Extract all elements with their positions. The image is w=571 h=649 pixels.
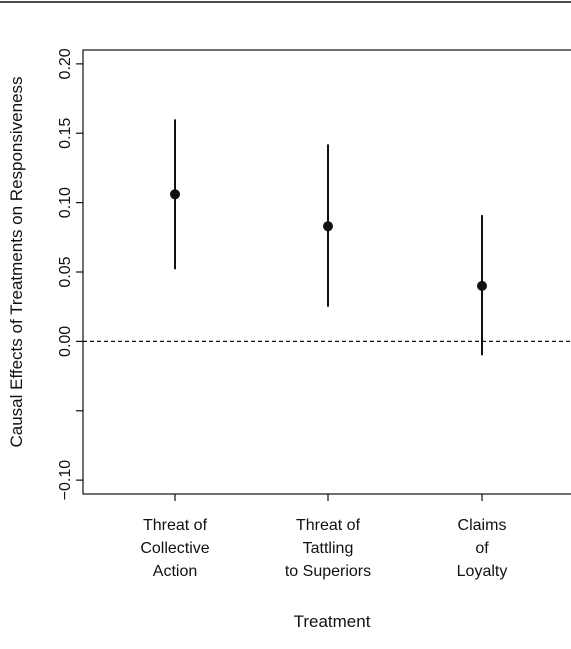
y-tick-label: 0.00: [57, 326, 74, 357]
x-axis: Threat of Collective Action Threat of Tattli…: [140, 494, 507, 580]
y-axis: −0.10 0.00 0.05 0.10 0.15 0.20: [57, 48, 83, 500]
x-tick-label: Collective: [140, 540, 209, 557]
x-tick-label: of: [475, 540, 489, 557]
x-tick-label: Loyalty: [457, 563, 508, 580]
y-tick-label: 0.10: [57, 187, 74, 218]
x-tick-label: Claims: [458, 517, 507, 534]
point-estimate: [323, 221, 333, 232]
y-tick-label: 0.15: [57, 118, 74, 149]
y-tick-label: −0.10: [57, 460, 74, 501]
point-estimate: [477, 280, 487, 291]
y-tick-label: 0.20: [57, 48, 74, 79]
x-tick-label: Action: [153, 563, 197, 580]
x-tick-label: Threat of: [296, 517, 361, 534]
x-tick-label: Threat of: [143, 517, 208, 534]
x-axis-title: Treatment: [294, 612, 371, 631]
x-tick-label: to Superiors: [285, 563, 371, 580]
x-tick-label: Tattling: [303, 540, 354, 557]
point-estimate: [170, 189, 180, 200]
y-axis-title: Causal Effects of Treatments on Responsi…: [7, 76, 26, 447]
estimate-marks: [170, 119, 487, 356]
y-tick-label: 0.05: [57, 256, 74, 287]
